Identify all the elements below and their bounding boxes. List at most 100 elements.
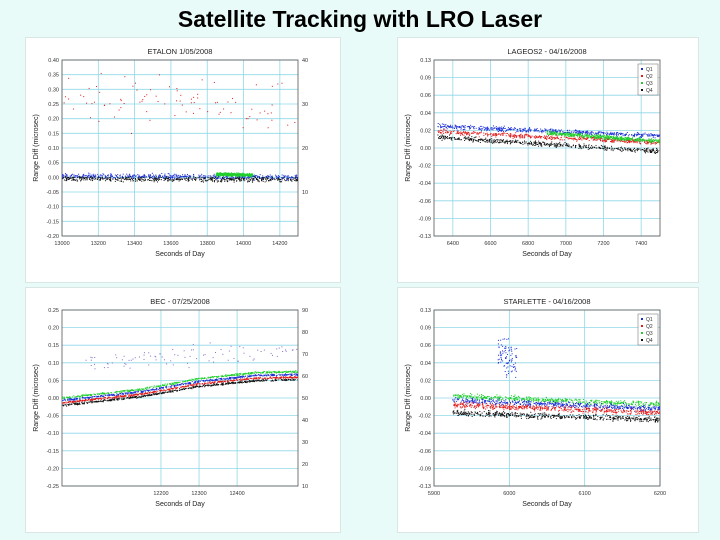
data-point	[63, 175, 65, 177]
data-point	[144, 179, 146, 181]
data-point	[479, 132, 481, 134]
data-point	[549, 133, 551, 135]
data-point	[140, 391, 142, 393]
data-point	[105, 179, 107, 181]
slide-title: Satellite Tracking with LRO Laser	[177, 6, 543, 32]
data-point	[621, 146, 623, 148]
data-point	[547, 131, 549, 133]
data-point	[277, 179, 279, 181]
data-point	[565, 143, 567, 145]
data-point	[242, 373, 244, 375]
data-point	[249, 373, 251, 375]
data-point	[223, 376, 225, 378]
data-point	[522, 143, 524, 145]
data-point	[140, 176, 142, 178]
data-point	[599, 139, 601, 141]
data-point	[187, 180, 189, 182]
data-point	[273, 178, 275, 180]
data-point	[241, 173, 243, 175]
data-point	[181, 383, 183, 385]
data-point	[251, 181, 253, 183]
data-point	[649, 139, 651, 141]
data-point	[530, 141, 532, 143]
data-point	[235, 178, 237, 180]
data-point	[557, 134, 559, 136]
data-point	[94, 394, 96, 396]
data-point	[183, 175, 185, 177]
data-point	[554, 132, 556, 134]
data-point	[252, 372, 254, 374]
data-point	[556, 132, 558, 134]
data-point	[258, 372, 260, 374]
data-point	[171, 180, 173, 182]
data-point	[442, 138, 444, 140]
data-point	[621, 151, 623, 153]
data-point	[250, 176, 252, 178]
data-point	[508, 128, 510, 130]
data-point	[89, 177, 91, 179]
data-point	[220, 378, 222, 380]
data-point	[523, 137, 525, 139]
data-point	[551, 136, 553, 138]
data-point	[556, 135, 558, 137]
data-point	[71, 177, 73, 179]
data-point	[127, 174, 129, 176]
data-point	[269, 372, 271, 374]
data-point	[489, 133, 491, 135]
data-point	[629, 137, 631, 139]
data-point	[194, 178, 196, 180]
data-point	[568, 133, 570, 135]
data-point	[127, 177, 129, 179]
data-point	[531, 143, 533, 145]
data-point	[62, 175, 63, 177]
data-point	[617, 131, 619, 133]
data-point	[648, 135, 650, 137]
data-point	[241, 176, 243, 178]
data-point	[564, 134, 566, 136]
data-point	[247, 375, 249, 377]
data-point	[63, 102, 65, 104]
data-point	[126, 179, 128, 181]
data-point	[281, 177, 283, 179]
data-point	[527, 144, 529, 146]
data-point	[221, 173, 223, 175]
data-point	[609, 136, 611, 138]
data-point	[193, 379, 195, 381]
data-point	[576, 140, 578, 142]
data-point	[287, 371, 289, 373]
data-point	[529, 127, 531, 129]
data-point	[174, 178, 176, 180]
data-point	[107, 176, 109, 178]
data-point	[297, 374, 298, 376]
data-point	[609, 147, 611, 149]
data-point	[196, 379, 198, 381]
data-point	[557, 137, 559, 139]
y-tick-label: 0.05	[48, 378, 59, 384]
data-point	[442, 131, 444, 133]
data-point	[560, 134, 562, 136]
data-point	[275, 372, 277, 374]
data-point	[628, 140, 630, 142]
data-point	[582, 136, 584, 138]
data-point	[460, 134, 462, 136]
data-point	[553, 136, 555, 138]
data-point	[257, 177, 259, 179]
x-tick-label: 13400	[127, 241, 142, 247]
data-point	[613, 133, 615, 135]
data-point	[157, 178, 159, 180]
data-point	[243, 175, 245, 177]
data-point	[125, 175, 127, 177]
data-point	[213, 375, 215, 377]
data-point	[472, 140, 474, 142]
data-point	[475, 127, 477, 129]
data-point	[159, 176, 161, 178]
data-point	[85, 178, 87, 180]
data-point	[650, 151, 652, 153]
data-point	[129, 176, 131, 178]
data-point	[268, 374, 270, 376]
data-point	[287, 180, 289, 182]
data-point	[488, 139, 490, 141]
data-point	[79, 396, 81, 398]
data-point	[69, 399, 71, 401]
data-point	[564, 133, 566, 135]
